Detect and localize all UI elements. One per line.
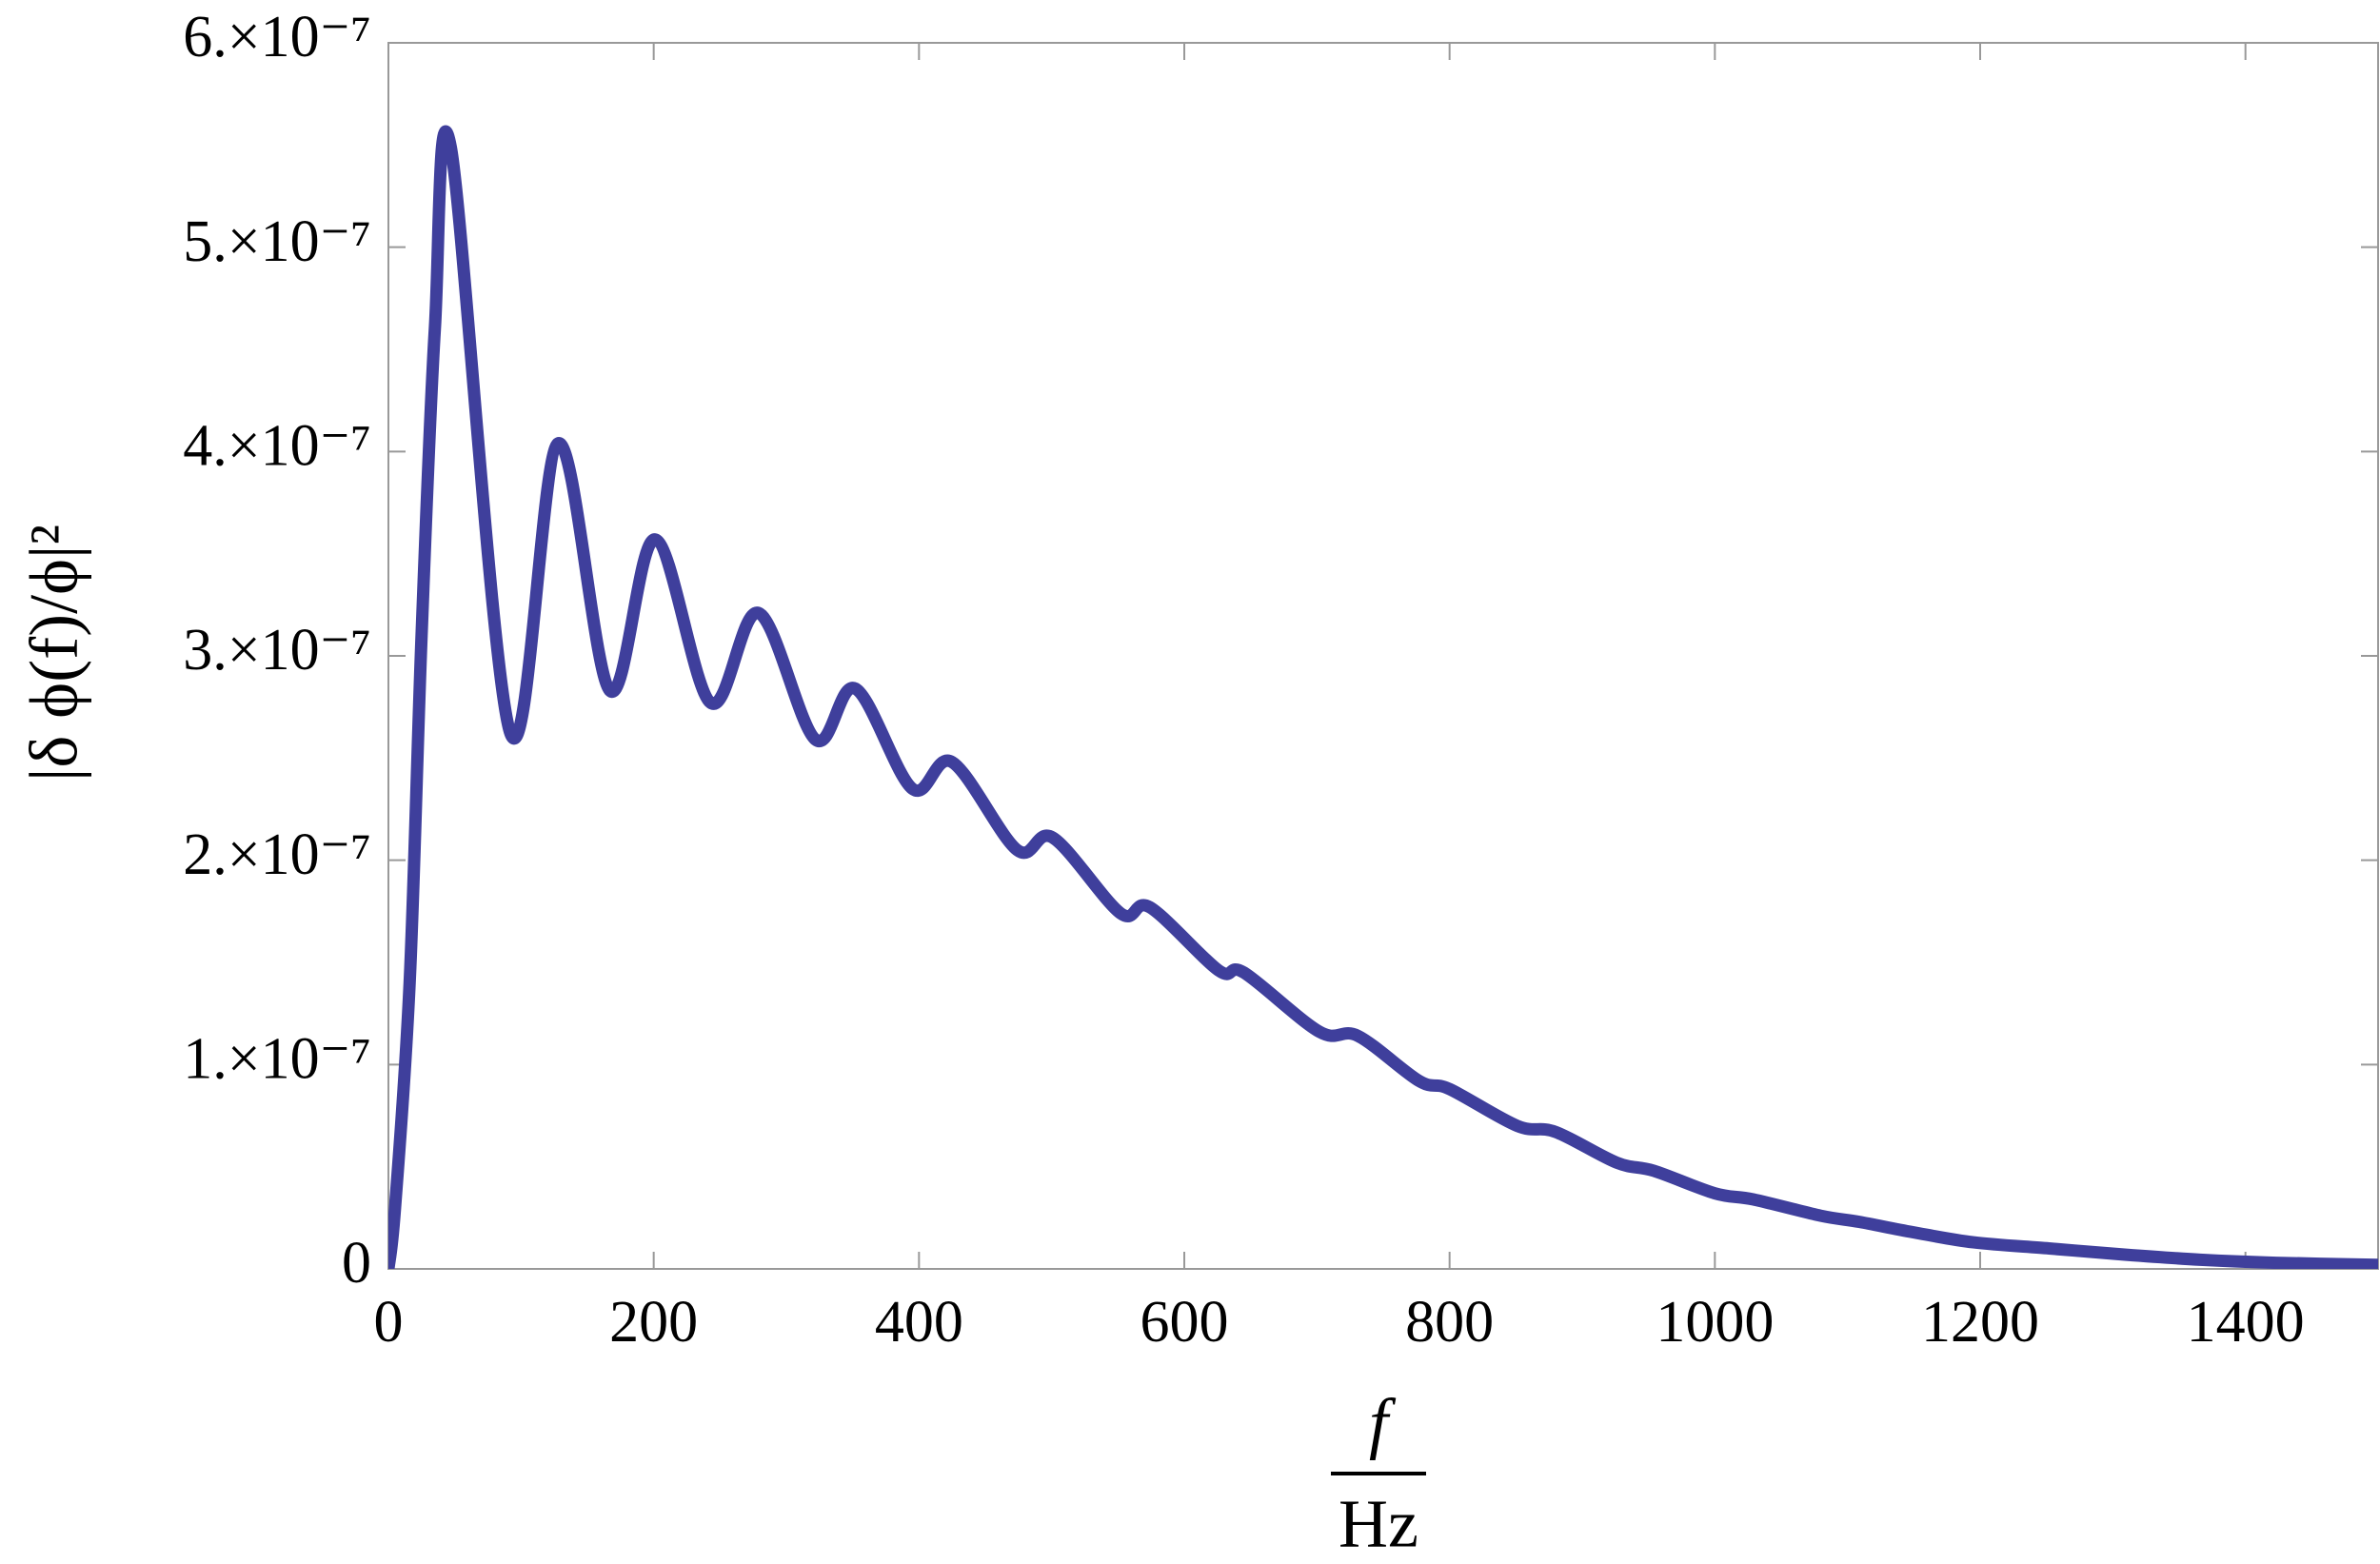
y-tick-label: 5.×10⁻⁷ (183, 209, 371, 274)
x-axis-label-numerator: f (1369, 1385, 1397, 1461)
x-tick-label: 600 (1140, 1290, 1229, 1355)
y-tick-label: 0 (342, 1231, 371, 1296)
y-axis-label: |δ ϕ(f)/ϕ|² (16, 525, 92, 782)
x-tick-label: 1000 (1656, 1290, 1774, 1355)
x-tick-label: 200 (609, 1290, 698, 1355)
x-tick-label: 400 (875, 1290, 963, 1355)
x-axis-label-denominator: Hz (1339, 1486, 1418, 1562)
x-tick-label: 800 (1405, 1290, 1494, 1355)
x-tick-label: 0 (374, 1290, 404, 1355)
x-tick-label: 1200 (1921, 1290, 2039, 1355)
x-tick-label: 1400 (2187, 1290, 2305, 1355)
y-tick-label: 1.×10⁻⁷ (183, 1027, 371, 1092)
data-line (388, 125, 2378, 1269)
y-tick-label: 3.×10⁻⁷ (183, 618, 371, 683)
y-tick-label: 2.×10⁻⁷ (183, 822, 371, 887)
y-tick-label: 4.×10⁻⁷ (183, 414, 371, 479)
y-tick-label: 6.×10⁻⁷ (183, 5, 371, 69)
